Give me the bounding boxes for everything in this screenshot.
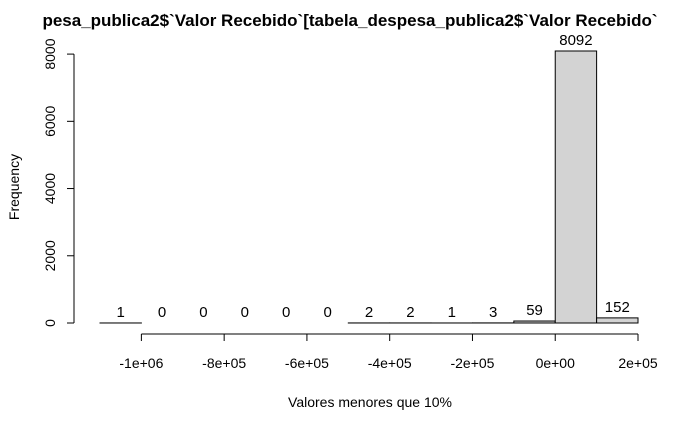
bar-count-label: 0 xyxy=(158,304,166,321)
y-tick-label: 4000 xyxy=(42,173,58,204)
bars-group xyxy=(99,50,639,324)
x-axis-label: Valores menores que 10% xyxy=(288,394,452,410)
x-tick-label: -8e+05 xyxy=(202,355,246,371)
chart-title: pesa_publica2$`Valor Recebido`[tabela_de… xyxy=(42,11,657,30)
y-axis: 0 2000 4000 6000 8000 xyxy=(42,38,75,327)
y-tick-label: 2000 xyxy=(42,240,58,271)
histogram-bar xyxy=(554,50,598,324)
bar-count-label: 1 xyxy=(117,304,125,321)
bar-count-label: 0 xyxy=(282,304,290,321)
x-tick-label: -6e+05 xyxy=(285,355,329,371)
histogram-bar xyxy=(596,317,639,324)
bar-count-label: 59 xyxy=(526,302,543,319)
x-tick-label: -1e+06 xyxy=(119,355,163,371)
count-labels-group: 1 0 0 0 0 0 2 2 1 3 59 8092 152 xyxy=(117,32,630,321)
y-axis-label: Frequency xyxy=(6,154,22,220)
bar-count-label: 8092 xyxy=(559,32,592,49)
bar-count-label: 3 xyxy=(489,304,497,321)
bar-count-label: 152 xyxy=(605,299,630,316)
bar-count-label: 2 xyxy=(365,304,373,321)
bar-count-label: 0 xyxy=(199,304,207,321)
x-tick-label: -4e+05 xyxy=(368,355,412,371)
bar-count-label: 0 xyxy=(241,304,249,321)
y-tick-label: 6000 xyxy=(42,106,58,137)
x-axis: -1e+06 -8e+05 -6e+05 -4e+05 -2e+05 0e+00 2e+05 xyxy=(119,333,658,371)
bar-count-label: 1 xyxy=(448,304,456,321)
y-tick-label: 0 xyxy=(42,319,58,327)
bar-count-label: 0 xyxy=(323,304,331,321)
y-tick-label: 8000 xyxy=(42,38,58,69)
x-tick-label: 2e+05 xyxy=(618,355,658,371)
x-tick-label: 0e+00 xyxy=(536,355,576,371)
histogram-bar xyxy=(513,320,556,324)
x-tick-label: -2e+05 xyxy=(450,355,494,371)
bar-count-label: 2 xyxy=(406,304,414,321)
